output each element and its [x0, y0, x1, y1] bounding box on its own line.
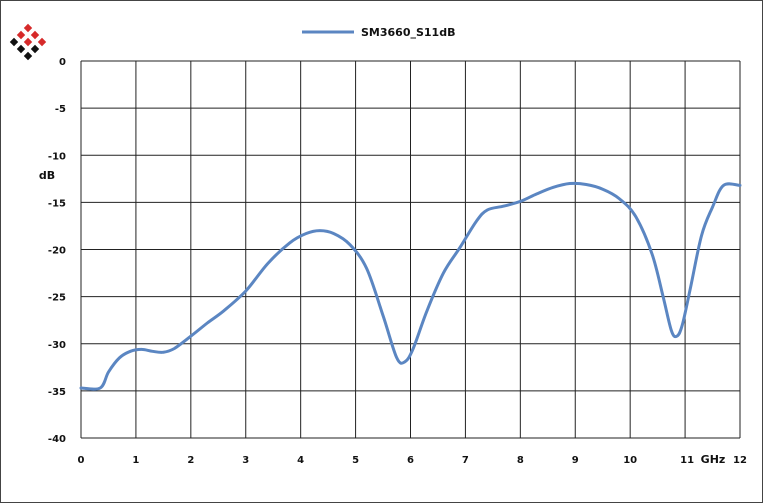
y-tick-label: -20	[48, 246, 66, 257]
y-tick-labels: 0 -5 -10 -15 -20 -25 -30 -35 -40	[48, 57, 66, 445]
x-tick-label: 11	[680, 455, 694, 466]
logo-diamond	[23, 37, 33, 47]
x-unit-label: GHz	[701, 453, 726, 466]
y-tick-label: -25	[48, 293, 66, 304]
logo-diamond	[23, 51, 33, 61]
logo-diamond	[9, 37, 19, 47]
logo-diamond	[16, 44, 26, 54]
x-tick-label: 4	[297, 455, 304, 466]
x-tick-label: 0	[78, 455, 85, 466]
series-line-0	[79, 181, 742, 391]
y-tick-label: -40	[48, 434, 66, 445]
y-tick-label: -35	[48, 387, 66, 398]
y-tick-label: -10	[48, 151, 66, 162]
y-tick-label: 0	[59, 57, 66, 68]
grid-lines	[80, 60, 741, 439]
y-tick-label: -5	[55, 104, 66, 115]
x-tick-label: 7	[462, 455, 469, 466]
x-tick-label: 6	[407, 455, 414, 466]
x-tick-label: 12	[733, 455, 747, 466]
x-tick-label: 3	[242, 455, 249, 466]
logo-diamond	[16, 30, 26, 40]
logo-diamond	[30, 44, 40, 54]
y-tick-label: -15	[48, 198, 66, 209]
x-tick-labels: 0 1 2 3 4 5 6 7 8 9 10 11 12	[78, 455, 747, 466]
logo-diamond	[23, 23, 33, 33]
y-tick-label: -30	[48, 340, 66, 351]
x-tick-label: 8	[517, 455, 524, 466]
x-tick-label: 9	[572, 455, 579, 466]
series-group	[79, 181, 742, 391]
x-tick-label: 1	[132, 455, 139, 466]
x-tick-label: 5	[352, 455, 359, 466]
x-tick-label: 10	[623, 455, 637, 466]
x-tick-label: 2	[187, 455, 194, 466]
legend-series-name: SM3660_S11dB	[361, 26, 455, 39]
y-unit-label: dB	[39, 169, 55, 182]
legend: SM3660_S11dB	[302, 26, 455, 39]
logo-diamond	[37, 37, 47, 47]
red-black-diamond-logo	[9, 23, 47, 61]
logo-diamond	[30, 30, 40, 40]
